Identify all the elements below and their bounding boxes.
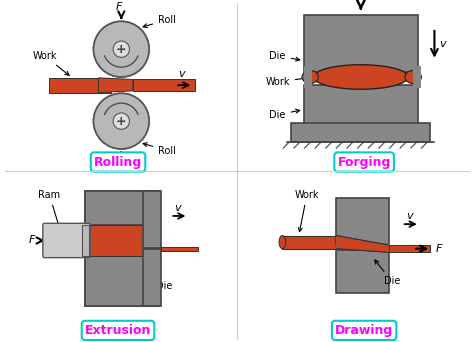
Circle shape [93,93,149,149]
FancyBboxPatch shape [291,123,429,142]
Ellipse shape [405,70,421,83]
Text: +: + [116,43,127,56]
FancyBboxPatch shape [89,223,146,259]
Text: +: + [116,43,127,56]
FancyBboxPatch shape [85,260,159,306]
Polygon shape [143,249,161,306]
FancyBboxPatch shape [337,250,389,293]
Text: v: v [174,203,181,213]
Text: Roll: Roll [143,15,176,28]
FancyBboxPatch shape [161,247,198,251]
FancyBboxPatch shape [304,66,312,89]
Circle shape [113,113,129,129]
Polygon shape [89,225,146,248]
Circle shape [113,113,129,129]
Text: Work: Work [265,76,311,87]
FancyBboxPatch shape [89,225,143,256]
Ellipse shape [302,70,319,83]
Text: Work: Work [32,51,69,75]
Text: +: + [116,115,127,128]
FancyBboxPatch shape [133,79,195,91]
Text: Extrusion: Extrusion [85,324,151,337]
Text: Drawing: Drawing [335,324,393,337]
Text: Work: Work [120,195,160,237]
FancyBboxPatch shape [85,225,89,256]
Polygon shape [146,237,159,248]
Text: F: F [28,236,35,246]
Text: Forging: Forging [337,156,391,169]
Text: v: v [179,69,185,79]
Circle shape [93,93,149,149]
FancyBboxPatch shape [413,66,421,89]
FancyBboxPatch shape [85,192,159,237]
Polygon shape [337,236,389,245]
Text: +: + [116,115,127,128]
Polygon shape [99,78,133,93]
Circle shape [113,41,129,57]
Text: Die: Die [269,51,300,61]
FancyBboxPatch shape [85,256,159,306]
Text: Ram: Ram [38,190,60,228]
Text: Work: Work [295,190,319,232]
Text: Roll: Roll [143,143,176,156]
FancyBboxPatch shape [82,225,89,256]
Circle shape [93,22,149,77]
Ellipse shape [279,236,286,249]
Text: v: v [439,39,446,49]
Polygon shape [283,236,337,249]
Polygon shape [146,225,159,248]
FancyBboxPatch shape [85,192,159,225]
Text: F: F [116,2,122,12]
FancyBboxPatch shape [43,223,90,258]
Polygon shape [143,225,159,256]
FancyBboxPatch shape [85,223,159,237]
Polygon shape [143,225,159,256]
Text: Die: Die [375,260,400,286]
Polygon shape [89,248,146,256]
Ellipse shape [313,65,408,89]
Text: Die: Die [269,109,300,120]
Polygon shape [337,236,389,252]
Text: Die: Die [152,261,172,291]
Circle shape [93,22,149,77]
Circle shape [113,41,129,57]
Text: v: v [406,211,412,221]
FancyBboxPatch shape [49,78,111,93]
Text: F: F [116,159,122,169]
Polygon shape [389,245,429,252]
Text: Rolling: Rolling [94,156,142,169]
FancyBboxPatch shape [304,85,418,126]
Polygon shape [89,226,146,259]
Polygon shape [337,244,389,252]
Polygon shape [143,192,161,248]
Polygon shape [337,236,389,252]
FancyBboxPatch shape [89,225,146,256]
FancyBboxPatch shape [85,259,159,306]
Text: F: F [357,0,365,2]
FancyBboxPatch shape [89,225,143,256]
FancyBboxPatch shape [304,15,418,72]
FancyBboxPatch shape [337,198,389,244]
Polygon shape [146,249,159,266]
Text: F: F [436,244,442,254]
